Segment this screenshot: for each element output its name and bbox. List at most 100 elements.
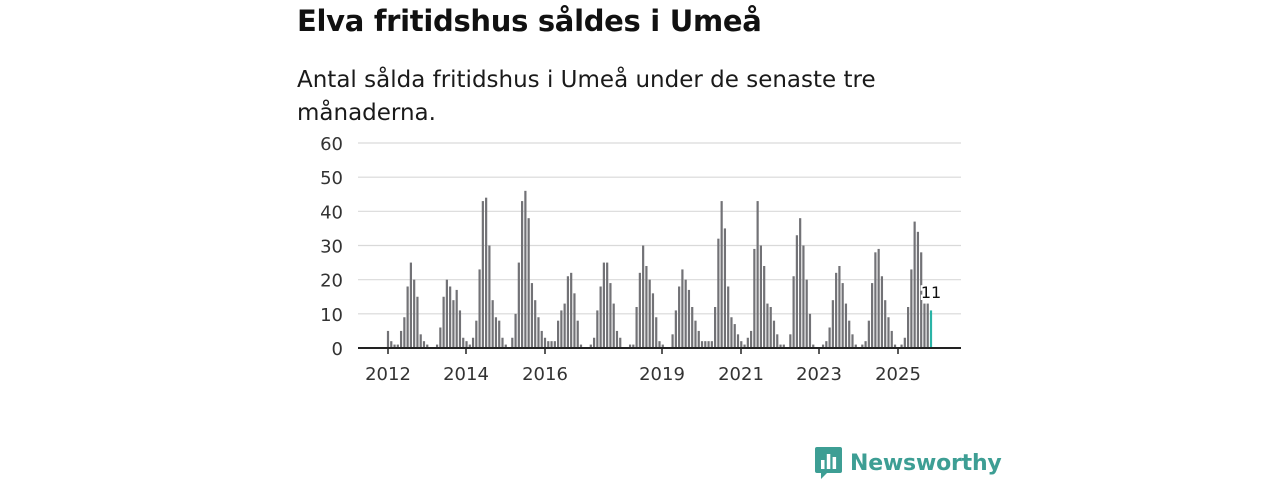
bar <box>704 341 707 348</box>
bar <box>635 307 638 348</box>
bar <box>920 252 923 348</box>
bar <box>674 310 677 348</box>
bar <box>452 300 455 348</box>
bar <box>795 235 798 348</box>
bar <box>471 337 475 348</box>
bar-series <box>358 190 961 349</box>
bar <box>399 330 403 348</box>
bar <box>861 344 864 348</box>
bar <box>740 341 743 348</box>
bar <box>655 317 658 348</box>
bar <box>808 313 812 348</box>
bar <box>455 289 458 348</box>
bar <box>485 197 488 348</box>
bar <box>730 317 733 348</box>
bar <box>632 344 635 348</box>
bar <box>445 279 448 348</box>
bar <box>763 266 766 348</box>
bar <box>599 286 602 348</box>
bar <box>413 279 416 348</box>
bar <box>560 310 563 348</box>
y-tick-label: 0 <box>332 339 343 360</box>
bar <box>684 279 687 348</box>
x-tick-label: 2023 <box>796 364 842 385</box>
bar <box>475 320 478 348</box>
bar <box>805 279 808 348</box>
y-tick-label: 60 <box>320 134 343 155</box>
bar <box>419 334 422 348</box>
bar <box>717 238 720 348</box>
bar <box>749 330 753 348</box>
bar <box>887 317 890 348</box>
bar <box>756 201 759 348</box>
bar <box>799 218 802 348</box>
bar <box>645 266 648 348</box>
bar <box>707 341 710 348</box>
bar <box>697 330 700 348</box>
bar <box>494 317 498 348</box>
bar <box>802 245 805 348</box>
bar <box>589 344 592 348</box>
bar <box>491 300 494 348</box>
bar <box>658 341 661 348</box>
bar <box>681 269 684 348</box>
bar <box>504 344 507 348</box>
bar <box>537 317 540 348</box>
bar <box>422 341 426 348</box>
x-axis-tick-labels: 2012 2014 2016 2019 2021 2023 2025 <box>365 348 921 385</box>
bar <box>880 276 884 348</box>
bar <box>527 218 530 348</box>
bar <box>606 262 609 348</box>
bar <box>416 296 419 348</box>
bar <box>576 320 579 348</box>
brand-name: Newsworthy <box>850 450 1002 476</box>
bar <box>393 344 396 348</box>
x-tick-label: 2014 <box>443 364 489 385</box>
bar <box>671 334 674 348</box>
bar <box>462 337 465 348</box>
bar <box>534 300 537 348</box>
bar <box>579 344 583 348</box>
bar <box>903 337 906 348</box>
bar <box>386 330 390 348</box>
bar <box>465 341 468 348</box>
bar <box>743 344 746 348</box>
bar <box>403 317 406 348</box>
bar <box>700 341 704 348</box>
bar <box>877 248 880 348</box>
bar <box>573 293 576 348</box>
bar <box>766 303 769 348</box>
bar <box>642 245 645 348</box>
x-tick-label: 2019 <box>639 364 685 385</box>
bar <box>687 289 691 348</box>
bar <box>828 327 831 348</box>
y-tick-label: 50 <box>320 168 343 189</box>
y-tick-label: 10 <box>320 305 343 326</box>
x-tick-label: 2016 <box>522 364 568 385</box>
latest-value-label: 11 <box>921 283 941 302</box>
bar <box>501 337 504 348</box>
bar <box>916 231 920 348</box>
y-tick-label: 20 <box>320 271 343 292</box>
bar <box>831 300 834 348</box>
bar <box>923 303 926 348</box>
bar <box>691 307 694 348</box>
bar <box>844 303 848 348</box>
bar <box>557 320 560 348</box>
bar <box>547 341 550 348</box>
bar <box>769 307 772 348</box>
bar <box>661 344 664 348</box>
bar <box>481 201 484 348</box>
bar <box>390 341 393 348</box>
bar <box>521 201 524 348</box>
bar <box>821 344 825 348</box>
brand-logo: Newsworthy <box>815 446 1002 480</box>
y-tick-label: 30 <box>320 237 343 258</box>
bar <box>458 310 462 348</box>
bar <box>727 286 730 348</box>
bar <box>530 283 534 348</box>
x-tick-label: 2012 <box>365 364 411 385</box>
bar <box>851 334 854 348</box>
bar <box>825 341 828 348</box>
